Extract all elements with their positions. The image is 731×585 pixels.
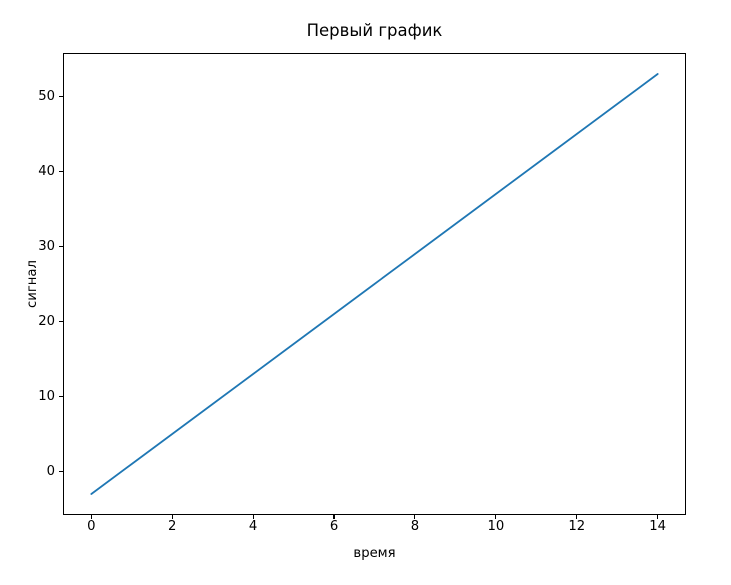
x-axis-tick-mark xyxy=(495,515,497,519)
y-axis-tick-marks xyxy=(59,53,63,515)
y-axis-tick-labels: 0 10 20 30 40 50 xyxy=(9,53,55,515)
x-axis-tick-label: 14 xyxy=(649,519,667,534)
x-axis-tick-mark xyxy=(252,515,254,519)
y-axis-tick-label: 10 xyxy=(38,389,55,404)
x-axis-tick-label: 6 xyxy=(329,519,339,534)
y-axis-tick-mark xyxy=(59,395,63,398)
y-axis-tick-mark xyxy=(59,245,63,248)
data-series-line xyxy=(90,73,659,495)
y-axis-tick-label: 30 xyxy=(38,239,55,254)
chart-title: Первый график xyxy=(306,21,443,40)
y-axis-tick-mark xyxy=(59,170,63,173)
x-axis-tick-mark xyxy=(171,515,173,519)
y-axis-tick-label: 20 xyxy=(38,314,55,329)
x-axis-tick-mark xyxy=(657,515,659,519)
x-axis-tick-label: 4 xyxy=(248,519,258,534)
x-axis-tick-mark xyxy=(90,515,92,519)
plot-data-layer xyxy=(90,73,659,495)
x-axis-tick-label: 8 xyxy=(410,519,420,534)
x-axis-tick-mark xyxy=(576,515,578,519)
y-axis-tick-mark xyxy=(59,95,63,98)
y-axis-tick-mark xyxy=(59,470,63,473)
y-axis-tick-label: 0 xyxy=(46,464,55,479)
y-axis-tick-label: 50 xyxy=(38,89,55,104)
x-axis-tick-label: 2 xyxy=(168,519,177,534)
x-axis-tick-mark xyxy=(414,515,416,519)
x-axis-tick-mark xyxy=(333,515,335,519)
y-axis-tick-mark xyxy=(59,320,63,323)
x-axis-tick-label: 0 xyxy=(87,519,96,534)
x-axis-tick-marks xyxy=(63,515,686,519)
y-axis-tick-label: 40 xyxy=(38,164,55,179)
x-axis-tick-label: 12 xyxy=(568,519,586,534)
x-axis-label: время xyxy=(353,546,396,561)
x-axis-tick-label: 10 xyxy=(487,519,505,534)
x-axis-tick-labels: 0 2 4 6 8 10 12 14 xyxy=(63,519,686,537)
